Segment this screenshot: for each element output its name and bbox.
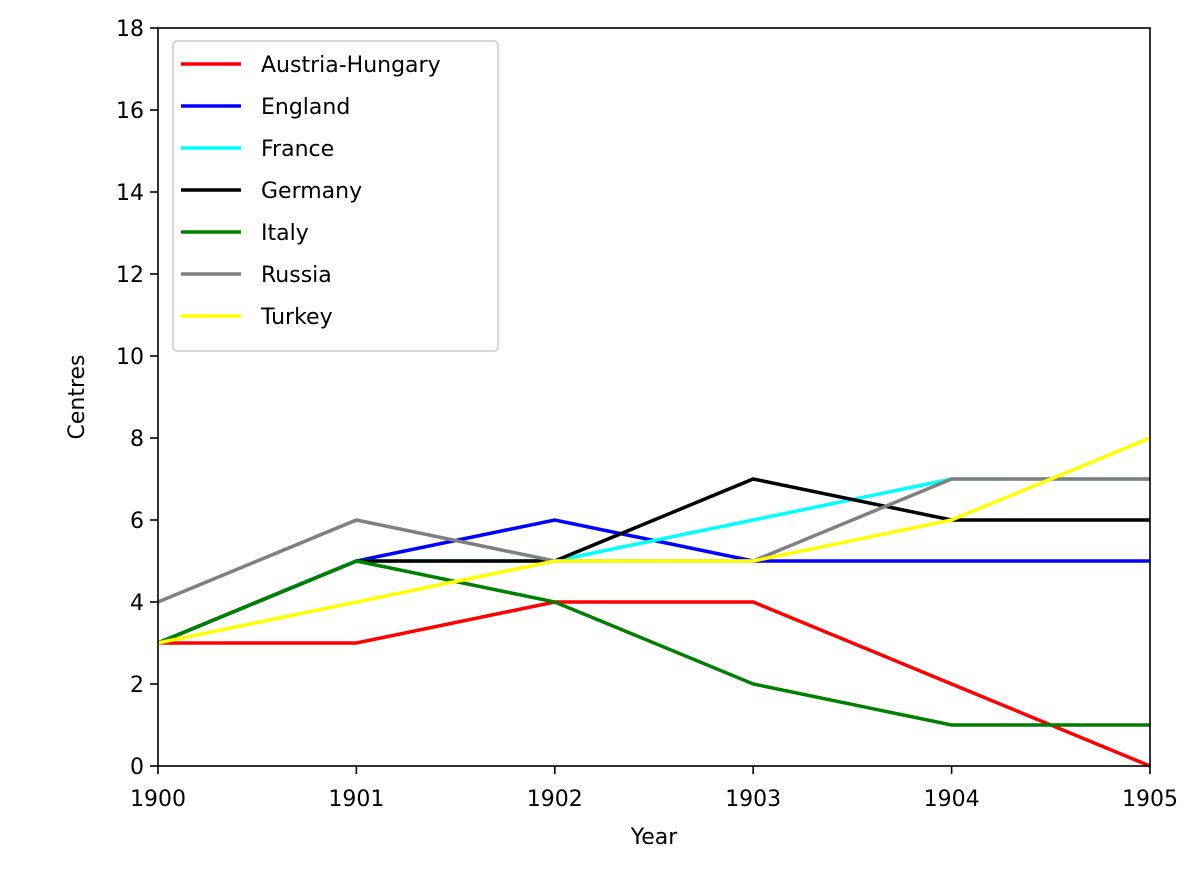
y-tick-label: 6 bbox=[130, 509, 144, 534]
y-axis-label: Centres bbox=[65, 354, 90, 439]
y-tick-label: 4 bbox=[130, 591, 144, 616]
legend: Austria-Hungary England France Germany Italy… bbox=[172, 40, 499, 352]
x-axis-label: Year bbox=[630, 825, 679, 850]
series-line-turkey bbox=[157, 436, 1151, 645]
y-tick-label: 10 bbox=[116, 345, 144, 370]
y-tick-label: 14 bbox=[116, 181, 144, 206]
x-tick-label: 1904 bbox=[924, 787, 980, 812]
legend-label: Germany bbox=[261, 179, 362, 204]
tick-labels: 1900 1901 1902 1903 1904 1905 0 2 4 6 8 10 12 14 16 18 bbox=[116, 17, 1178, 812]
legend-box bbox=[172, 40, 499, 352]
y-tick-label: 8 bbox=[130, 427, 144, 452]
legend-label: Russia bbox=[261, 263, 332, 288]
legend-label: Turkey bbox=[260, 305, 333, 330]
legend-label: Italy bbox=[261, 221, 309, 246]
series-line-austria-hungary bbox=[158, 600, 1151, 768]
y-tick-label: 2 bbox=[130, 673, 144, 698]
y-tick-label: 0 bbox=[130, 755, 144, 780]
axes-frame bbox=[157, 27, 1151, 767]
legend-label: England bbox=[261, 95, 350, 120]
legend-label: France bbox=[261, 137, 334, 162]
legend-label: Austria-Hungary bbox=[261, 53, 441, 78]
series-line-italy bbox=[157, 559, 1150, 727]
y-tick-label: 12 bbox=[116, 263, 144, 288]
x-tick-label: 1900 bbox=[130, 787, 186, 812]
x-tick-label: 1902 bbox=[527, 787, 583, 812]
series-lines bbox=[157, 436, 1151, 768]
axes bbox=[150, 27, 1151, 774]
x-tick-label: 1901 bbox=[328, 787, 384, 812]
x-tick-label: 1903 bbox=[725, 787, 781, 812]
y-tick-label: 18 bbox=[116, 17, 144, 42]
x-tick-label: 1905 bbox=[1122, 787, 1178, 812]
y-tick-label: 16 bbox=[116, 99, 144, 124]
